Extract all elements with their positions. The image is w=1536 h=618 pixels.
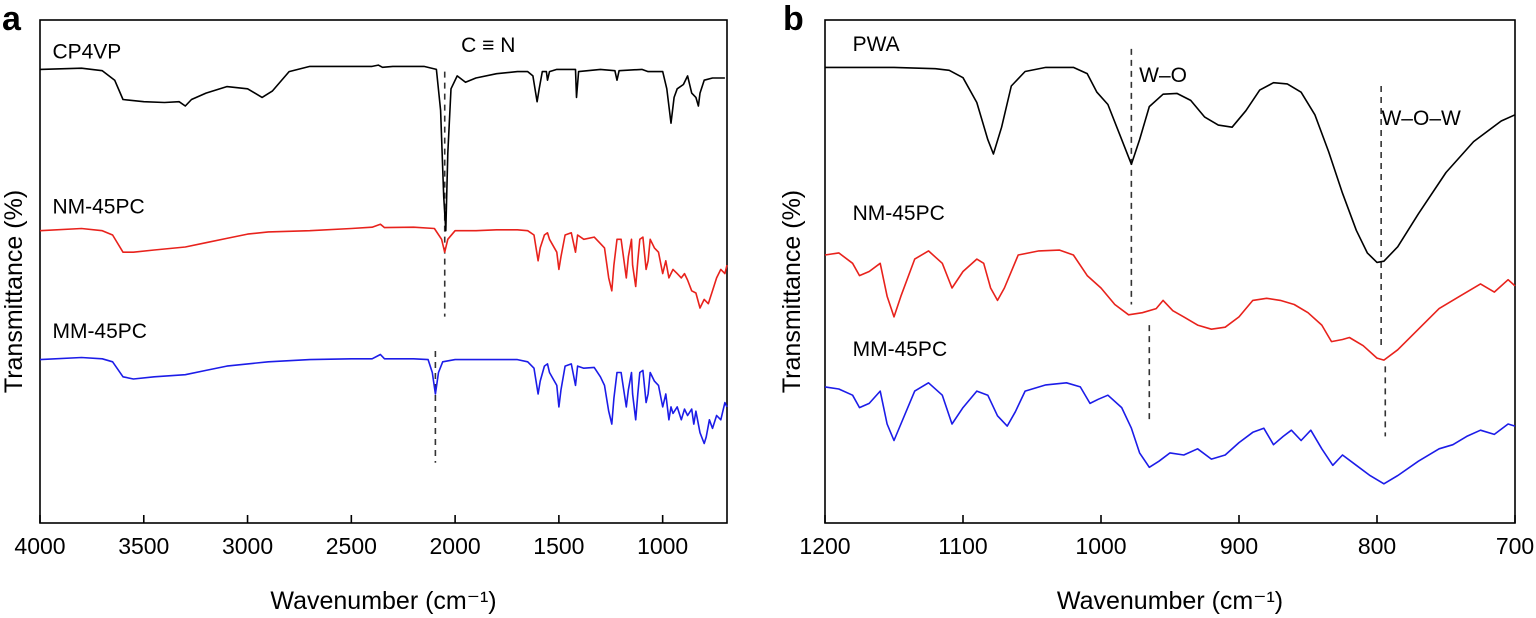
panel-b-letter: b: [783, 0, 804, 38]
panel-b-plot-frame: [824, 19, 1516, 524]
panel-a-series-nm-45pc-line: [39, 223, 728, 309]
panel-b-y-axis-label: Transmittance (%): [778, 190, 806, 393]
panel-a-series-cp4vp-line: [39, 64, 725, 232]
panel-b-series-mm-45pc-line: [824, 382, 1516, 485]
panel-b-series-nm-45pc-label: NM-45PC: [853, 202, 945, 225]
panel-b-series-mm-45pc-label: MM-45PC: [853, 338, 948, 361]
panel-a-x-tick-label: 3000: [222, 533, 273, 559]
panel-b-x-tick-label: 800: [1358, 533, 1396, 559]
panel-a-x-axis-label: Wavenumber (cm⁻¹): [270, 587, 496, 615]
panel-b-peak-annotation: W–O: [1139, 64, 1187, 87]
panel-a-y-axis-label: Transmittance (%): [0, 190, 28, 393]
panel-b-series-nm-45pc-line: [824, 249, 1516, 361]
panel-b-peak-annotation: W–O–W: [1381, 107, 1461, 130]
panel-b-series-pwa-label: PWA: [853, 33, 900, 56]
panel-a-series-cp4vp-label: CP4VP: [52, 41, 121, 64]
panel-b-series-pwa-line: [825, 66, 1516, 264]
panel-a-letter: a: [2, 0, 22, 38]
panel-a-series-nm-45pc-label: NM-45PC: [52, 195, 144, 218]
panel-b-x-axis-label: Wavenumber (cm⁻¹): [1057, 587, 1283, 615]
panel-a-x-tick-label: 2500: [326, 533, 377, 559]
panel-a-x-tick-label: 3500: [118, 533, 169, 559]
panel-a-x-tick-label: 4000: [14, 533, 65, 559]
panel-a-series-mm-45pc-line: [39, 353, 728, 445]
panel-b-x-tick-label: 1100: [938, 533, 987, 559]
panel-a-x-tick-label: 2000: [430, 533, 481, 559]
panel-a-plot-frame: [39, 19, 728, 524]
panel-a-x-tick-label: 1000: [637, 533, 688, 559]
panel-b-x-tick-label: 1000: [1075, 533, 1126, 559]
panel-a-series-mm-45pc-label: MM-45PC: [52, 320, 147, 343]
panel-a-peak-annotation: C ≡ N: [461, 34, 515, 57]
panel-b-x-tick-label: 700: [1496, 533, 1534, 559]
panel-a-x-tick-label: 1500: [533, 533, 584, 559]
panel-b-x-tick-label: 900: [1220, 533, 1258, 559]
panel-b-x-tick-label: 1200: [799, 533, 850, 559]
